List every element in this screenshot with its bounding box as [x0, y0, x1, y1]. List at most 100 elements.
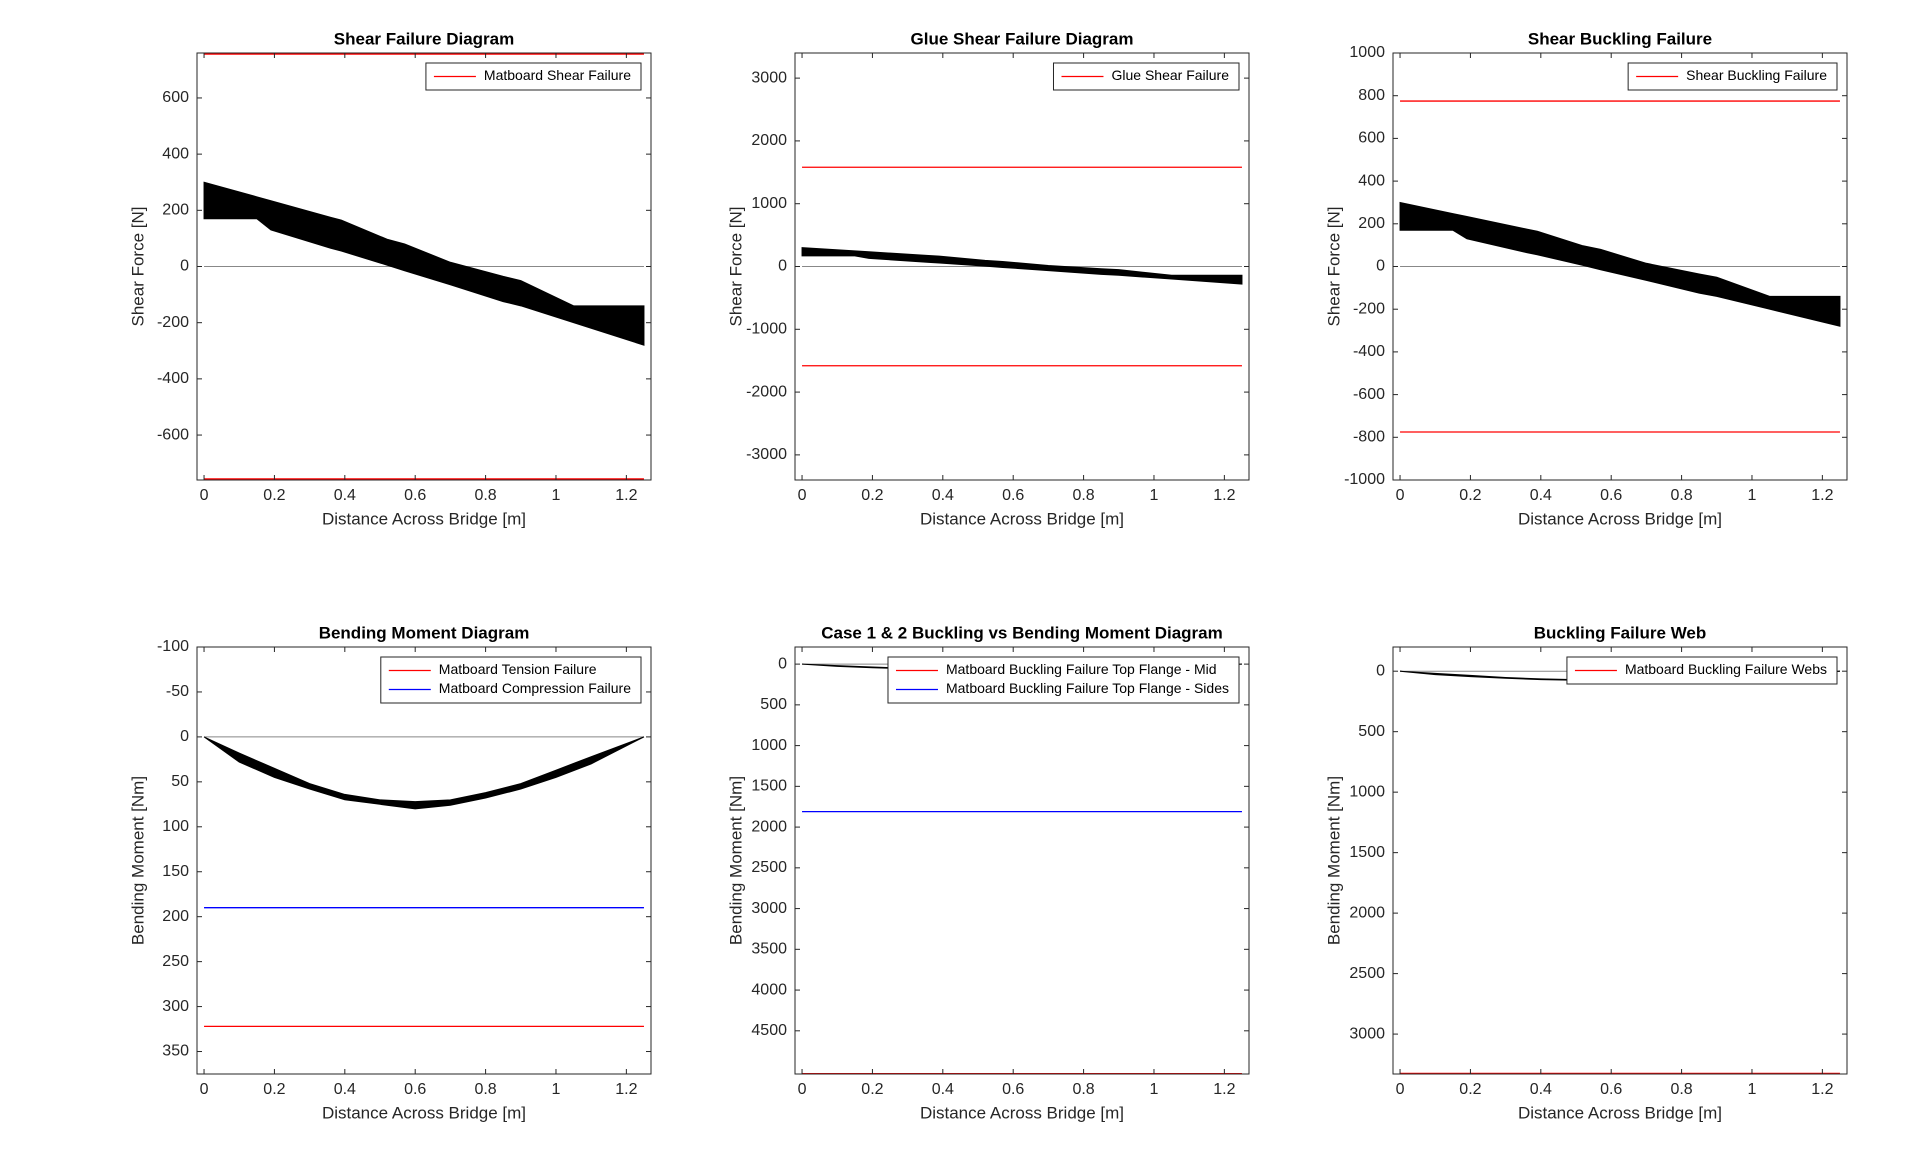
y-axis-label: Shear Force [N] — [726, 207, 745, 327]
x-axis-label: Distance Across Bridge [m] — [920, 509, 1124, 528]
y-tick-label: -800 — [1353, 429, 1385, 446]
x-tick-label: 1.2 — [1811, 487, 1833, 504]
subplot: 0 0.2 0.4 0.6 0.8 1 1.2 -1000 -800 -600 -400 -200 0 2… — [1324, 29, 1848, 528]
legend: Matboard Buckling Failure Top Flange - M… — [887, 656, 1240, 704]
chart-title: Shear Buckling Failure — [1528, 29, 1712, 48]
y-tick-label: 500 — [1358, 723, 1385, 740]
x-tick-label: 1 — [1748, 1081, 1757, 1098]
y-tick-label: 0 — [778, 258, 787, 275]
x-axis-label: Distance Across Bridge [m] — [322, 1103, 526, 1122]
x-tick-label: 0.4 — [1530, 1081, 1552, 1098]
y-tick-label: 200 — [1358, 215, 1385, 232]
x-tick-label: 1.2 — [1811, 1081, 1833, 1098]
y-axis-label: Bending Moment [Nm] — [1324, 776, 1343, 945]
subplot: 0 0.2 0.4 0.6 0.8 1 1.2 -600 -400 -200 0 200 400 600 S… — [128, 29, 652, 528]
axes-background — [197, 647, 651, 1074]
y-tick-label: -400 — [157, 370, 189, 387]
y-tick-label: 600 — [1358, 130, 1385, 147]
y-tick-label: 1000 — [751, 195, 787, 212]
y-tick-label: 200 — [162, 202, 189, 219]
y-tick-label: 50 — [171, 773, 189, 790]
y-tick-label: 3000 — [1349, 1025, 1385, 1042]
y-tick-label: 0 — [1376, 662, 1385, 679]
legend-label: Matboard Buckling Failure Top Flange - M… — [946, 661, 1217, 677]
x-tick-label: 1.2 — [1213, 487, 1235, 504]
y-tick-label: 200 — [162, 908, 189, 925]
y-tick-label: 2000 — [751, 818, 787, 835]
chart-title: Buckling Failure Web — [1534, 623, 1707, 642]
subplot: 0 0.2 0.4 0.6 0.8 1 1.2 -100 -50 0 50 100 150 200 250 3… — [128, 623, 652, 1122]
y-tick-label: -600 — [1353, 386, 1385, 403]
x-tick-label: 0.4 — [1530, 487, 1552, 504]
y-tick-label: 400 — [1358, 172, 1385, 189]
y-tick-label: 1000 — [751, 737, 787, 754]
x-tick-label: 0 — [798, 1081, 807, 1098]
x-tick-label: 1 — [1748, 487, 1757, 504]
y-tick-label: -200 — [1353, 300, 1385, 317]
y-tick-label: -1000 — [1344, 471, 1385, 488]
y-tick-label: 800 — [1358, 87, 1385, 104]
y-tick-label: 3000 — [751, 900, 787, 917]
legend: Shear Buckling Failure — [1627, 62, 1838, 91]
y-tick-label: 300 — [162, 998, 189, 1015]
x-tick-label: 0.8 — [1072, 487, 1094, 504]
x-tick-label: 0.8 — [474, 1081, 496, 1098]
legend-label: Matboard Compression Failure — [439, 680, 631, 696]
x-tick-label: 0.6 — [404, 1081, 426, 1098]
x-tick-label: 0.8 — [474, 487, 496, 504]
y-tick-label: 500 — [760, 696, 787, 713]
x-axis-label: Distance Across Bridge [m] — [322, 509, 526, 528]
legend-label: Shear Buckling Failure — [1686, 67, 1827, 83]
x-axis-label: Distance Across Bridge [m] — [1518, 509, 1722, 528]
x-tick-label: 1.2 — [615, 487, 637, 504]
y-tick-label: -1000 — [746, 321, 787, 338]
y-tick-label: 0 — [1376, 258, 1385, 275]
y-tick-label: 350 — [162, 1043, 189, 1060]
y-tick-label: 1000 — [1349, 44, 1385, 61]
x-tick-label: 1.2 — [1213, 1081, 1235, 1098]
y-tick-label: 2000 — [751, 132, 787, 149]
subplot: 0 0.2 0.4 0.6 0.8 1 1.2 -3000 -2000 -1000 0 1000 200… — [726, 29, 1250, 528]
chart-title: Glue Shear Failure Diagram — [911, 29, 1134, 48]
x-tick-label: 0.4 — [932, 487, 954, 504]
y-tick-label: -50 — [166, 683, 189, 700]
legend: Matboard Buckling Failure Webs — [1566, 656, 1838, 685]
x-tick-label: 1 — [1150, 487, 1159, 504]
axes-box — [794, 646, 1250, 1075]
x-tick-label: 0.2 — [861, 1081, 883, 1098]
legend: Matboard Tension Failure Matboard Compres… — [380, 656, 642, 704]
x-tick-label: 0.2 — [263, 1081, 285, 1098]
axes-background — [795, 647, 1249, 1074]
legend: Glue Shear Failure — [1052, 62, 1240, 91]
legend-label: Matboard Buckling Failure Top Flange - S… — [946, 680, 1229, 696]
x-axis-label: Distance Across Bridge [m] — [1518, 1103, 1722, 1122]
force-envelope — [203, 736, 645, 810]
legend: Matboard Shear Failure — [425, 62, 642, 91]
x-tick-label: 0 — [1396, 487, 1405, 504]
x-tick-label: 0.6 — [1600, 1081, 1622, 1098]
x-tick-label: 0.2 — [1459, 1081, 1481, 1098]
x-tick-label: 1.2 — [615, 1081, 637, 1098]
x-tick-label: 0.6 — [1600, 487, 1622, 504]
chart-title: Bending Moment Diagram — [319, 623, 530, 642]
y-tick-label: 2000 — [1349, 904, 1385, 921]
y-tick-label: 600 — [162, 89, 189, 106]
x-tick-label: 0.8 — [1670, 1081, 1692, 1098]
y-tick-label: -600 — [157, 426, 189, 443]
y-tick-label: 4000 — [751, 981, 787, 998]
y-tick-label: -3000 — [746, 446, 787, 463]
y-tick-label: 1500 — [751, 778, 787, 795]
y-tick-label: 0 — [180, 258, 189, 275]
x-tick-label: 0.4 — [334, 487, 356, 504]
y-tick-label: 2500 — [751, 859, 787, 876]
y-tick-label: 3000 — [751, 69, 787, 86]
y-tick-label: 400 — [162, 145, 189, 162]
legend-box — [380, 656, 642, 704]
x-tick-label: 0.2 — [1459, 487, 1481, 504]
x-tick-label: 0.2 — [861, 487, 883, 504]
x-tick-label: 1 — [1150, 1081, 1159, 1098]
x-tick-label: 0 — [200, 1081, 209, 1098]
x-tick-label: 0.4 — [932, 1081, 954, 1098]
